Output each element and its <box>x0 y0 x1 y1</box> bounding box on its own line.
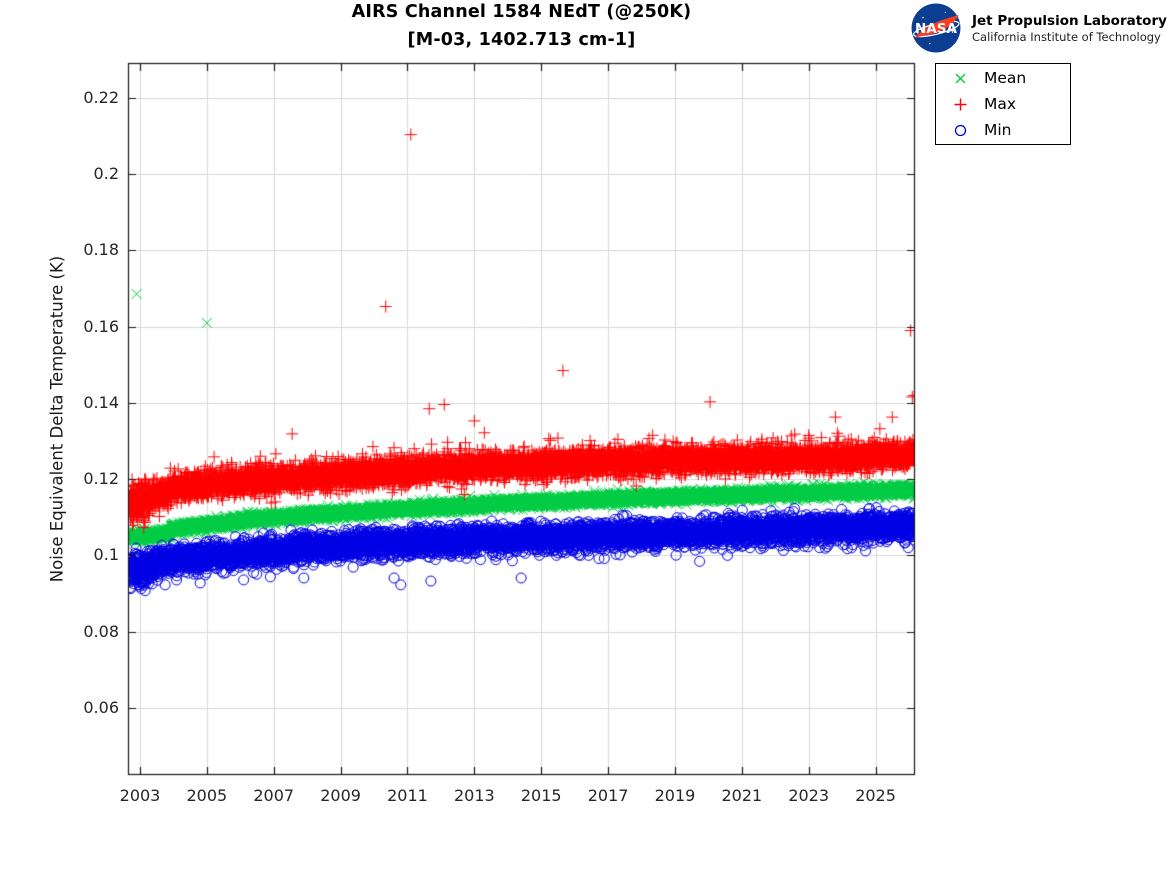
y-tick-label: 0.2 <box>93 164 119 184</box>
x-tick-label: 2025 <box>855 786 896 805</box>
x-tick-label: 2005 <box>186 786 228 805</box>
legend-row-mean: Mean <box>936 65 1070 91</box>
legend-row-min: Min <box>936 117 1070 143</box>
x-tick-label: 2013 <box>453 786 495 805</box>
y-tick-label: 0.22 <box>83 87 119 107</box>
x-tick-label: 2023 <box>788 786 830 805</box>
legend-label-mean: Mean <box>984 69 1027 87</box>
x-tick-label: 2003 <box>119 786 161 805</box>
y-tick-label: 0.1 <box>93 545 119 565</box>
x-tick-label: 2009 <box>320 786 361 805</box>
x-tick-label: 2011 <box>387 786 428 805</box>
y-tick-label: 0.08 <box>83 621 119 641</box>
min-marker-icon <box>936 123 984 138</box>
x-tick-label: 2021 <box>721 786 763 805</box>
max-marker-icon <box>936 97 984 112</box>
y-axis-label: Noise Equivalent Delta Temperature (K) <box>47 255 67 583</box>
legend: Mean Max Min <box>935 63 1071 145</box>
y-tick-label: 0.14 <box>83 392 119 412</box>
y-tick-label: 0.06 <box>83 697 119 717</box>
legend-label-max: Max <box>984 95 1017 113</box>
x-tick-label: 2019 <box>654 786 696 805</box>
legend-label-min: Min <box>984 121 1012 139</box>
x-tick-label: 2007 <box>253 786 295 805</box>
y-tick-label: 0.16 <box>83 316 119 336</box>
x-tick-label: 2015 <box>520 786 562 805</box>
y-tick-label: 0.18 <box>83 240 119 260</box>
y-tick-label: 0.12 <box>83 469 119 489</box>
x-tick-label: 2017 <box>587 786 629 805</box>
legend-row-max: Max <box>936 91 1070 117</box>
mean-marker-icon <box>936 71 984 86</box>
